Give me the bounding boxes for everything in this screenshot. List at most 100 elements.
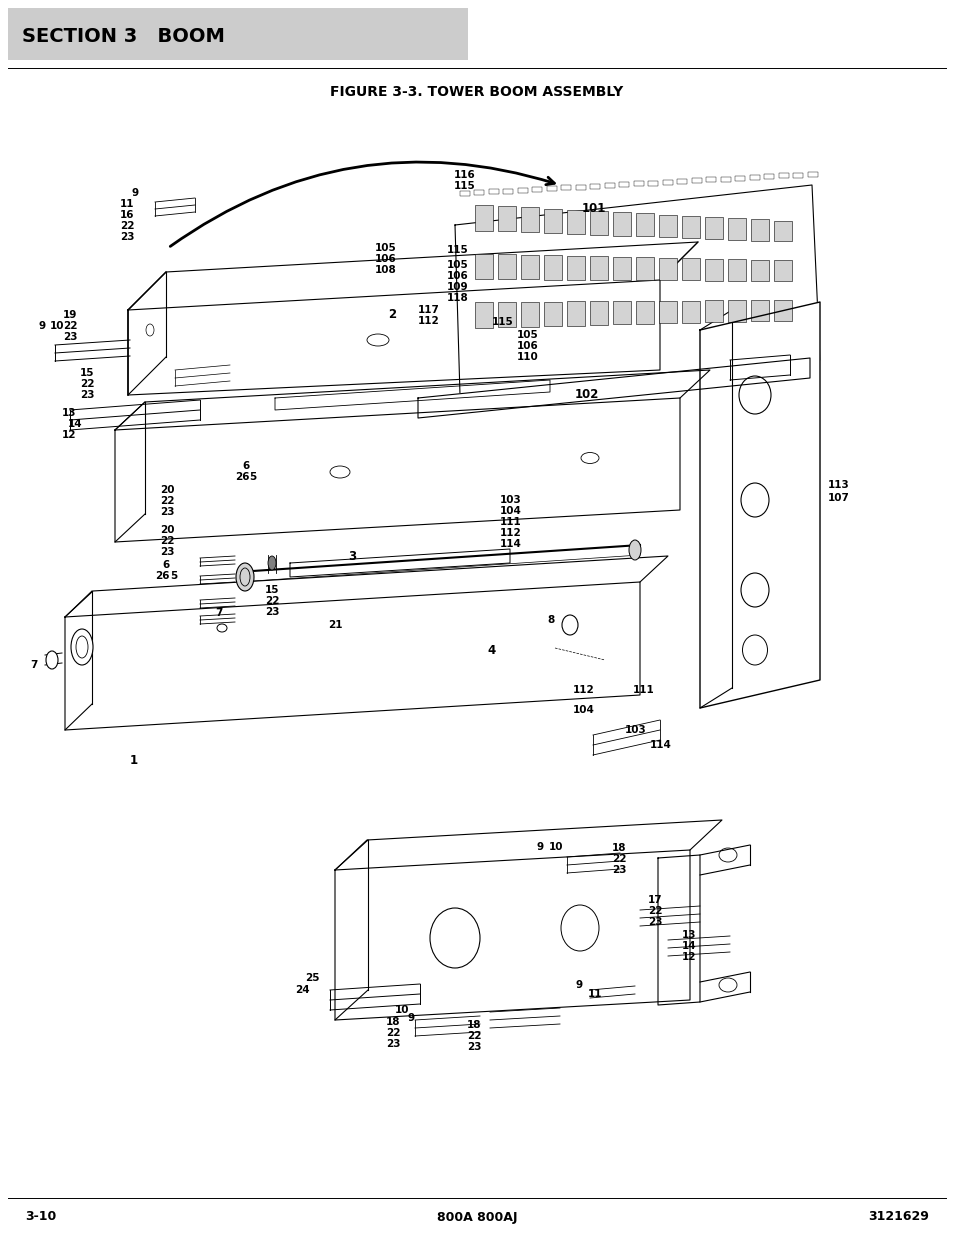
Text: 22: 22 — [612, 853, 626, 864]
Text: 23: 23 — [80, 390, 94, 400]
Bar — [750, 220, 768, 241]
Text: 23: 23 — [120, 232, 134, 242]
Text: 25: 25 — [305, 973, 319, 983]
Text: 20: 20 — [160, 525, 174, 535]
Text: 23: 23 — [160, 508, 174, 517]
Bar — [636, 257, 654, 280]
Bar — [474, 190, 484, 195]
Polygon shape — [335, 850, 689, 1020]
Text: 11: 11 — [587, 989, 602, 999]
Text: 6: 6 — [162, 559, 169, 571]
Text: 13: 13 — [681, 930, 696, 940]
Bar — [561, 185, 571, 190]
Text: 118: 118 — [447, 293, 468, 303]
Text: 18: 18 — [612, 844, 626, 853]
Text: 111: 111 — [499, 517, 521, 527]
Bar — [636, 214, 654, 236]
Bar — [517, 188, 527, 193]
Bar — [520, 207, 538, 232]
Text: 115: 115 — [492, 317, 514, 327]
Text: 115: 115 — [454, 182, 476, 191]
Text: 105: 105 — [517, 330, 538, 340]
Text: 106: 106 — [517, 341, 538, 351]
Bar — [634, 182, 643, 186]
Text: 22: 22 — [80, 379, 94, 389]
Bar — [497, 303, 516, 327]
Text: 7: 7 — [214, 608, 222, 618]
Bar — [636, 301, 654, 324]
Text: 105: 105 — [447, 261, 468, 270]
Text: 22: 22 — [467, 1031, 481, 1041]
Bar — [677, 179, 687, 184]
Text: 10: 10 — [50, 321, 65, 331]
Text: FIGURE 3-3. TOWER BOOM ASSEMBLY: FIGURE 3-3. TOWER BOOM ASSEMBLY — [330, 85, 623, 99]
Text: 113: 113 — [827, 480, 849, 490]
Text: 9: 9 — [576, 981, 582, 990]
Bar — [706, 178, 716, 183]
Text: 26: 26 — [154, 571, 170, 580]
Text: 114: 114 — [499, 538, 521, 550]
Bar — [613, 257, 630, 280]
Text: 23: 23 — [647, 918, 661, 927]
Polygon shape — [65, 582, 639, 730]
Bar — [589, 301, 607, 325]
Text: 22: 22 — [160, 536, 174, 546]
Text: 12: 12 — [62, 430, 76, 440]
Text: 104: 104 — [499, 506, 521, 516]
Text: 9: 9 — [537, 842, 543, 852]
Text: 108: 108 — [375, 266, 396, 275]
Bar — [520, 301, 538, 326]
Bar — [532, 186, 542, 191]
Text: 11: 11 — [120, 199, 134, 209]
Bar — [566, 256, 584, 279]
Bar — [543, 209, 561, 233]
Bar — [727, 300, 745, 322]
Text: 103: 103 — [624, 725, 646, 735]
Bar — [704, 300, 722, 322]
Text: 23: 23 — [160, 547, 174, 557]
Bar — [691, 178, 701, 183]
Text: 6: 6 — [242, 461, 249, 471]
Bar — [779, 173, 788, 178]
Text: 15: 15 — [265, 585, 279, 595]
Text: 23: 23 — [386, 1039, 400, 1049]
FancyBboxPatch shape — [8, 7, 468, 61]
Text: 114: 114 — [649, 740, 671, 750]
Bar — [489, 189, 498, 194]
Bar — [576, 184, 585, 190]
Bar — [613, 212, 630, 236]
Bar — [590, 184, 599, 189]
Bar — [648, 180, 658, 185]
Text: 26: 26 — [234, 472, 250, 482]
Bar — [589, 256, 607, 280]
Bar — [763, 174, 774, 179]
Bar — [704, 258, 722, 280]
Text: 16: 16 — [120, 210, 134, 220]
Text: 110: 110 — [517, 352, 538, 362]
Text: 12: 12 — [681, 952, 696, 962]
Text: 14: 14 — [681, 941, 696, 951]
Bar — [475, 205, 493, 231]
Text: 117: 117 — [417, 305, 439, 315]
Text: 109: 109 — [447, 282, 468, 291]
Text: 5: 5 — [249, 472, 256, 482]
Text: 112: 112 — [417, 316, 439, 326]
Bar — [681, 258, 700, 280]
Text: 1: 1 — [130, 753, 138, 767]
Text: 102: 102 — [575, 389, 598, 401]
Bar — [604, 183, 615, 188]
Bar — [659, 301, 677, 324]
Bar — [750, 259, 768, 280]
Bar — [475, 253, 493, 279]
Text: 101: 101 — [581, 201, 606, 215]
Text: 103: 103 — [499, 495, 521, 505]
Bar — [727, 219, 745, 240]
Bar — [704, 217, 722, 238]
Text: 24: 24 — [294, 986, 310, 995]
Ellipse shape — [235, 563, 253, 592]
Text: 22: 22 — [265, 597, 279, 606]
Bar — [566, 301, 584, 326]
Text: 106: 106 — [447, 270, 468, 282]
Polygon shape — [417, 358, 809, 417]
Text: 112: 112 — [573, 685, 594, 695]
